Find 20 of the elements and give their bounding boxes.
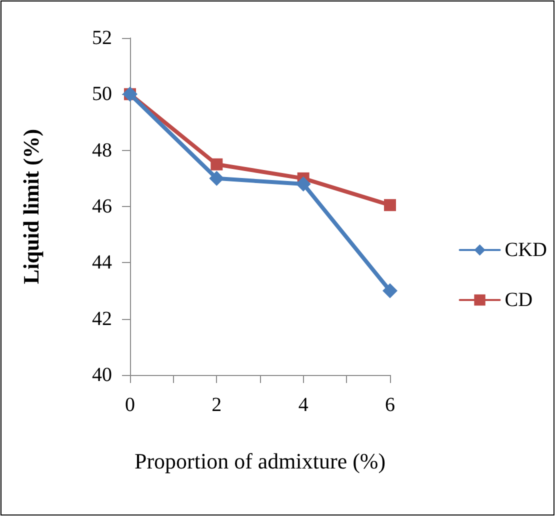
legend-label: CD — [504, 289, 533, 311]
point — [210, 158, 223, 170]
legend-label: CKD — [504, 239, 548, 261]
y-axis-title: Liquid limit (%) — [18, 128, 44, 284]
point — [296, 176, 311, 192]
x-tick-label: 6 — [385, 394, 395, 416]
y-tick-label: 42 — [92, 308, 112, 330]
y-tick-label: 46 — [92, 196, 112, 218]
y-tick-label: 40 — [92, 364, 112, 386]
point — [384, 199, 396, 212]
y-tick-label: 52 — [92, 27, 112, 49]
y-tick-label: 50 — [92, 83, 112, 106]
x-axis-title: Proportion of admixture (%) — [134, 448, 386, 474]
point — [382, 283, 398, 298]
x-tick-label: 0 — [125, 394, 135, 416]
y-tick-label: 48 — [92, 139, 112, 162]
x-tick-label: 2 — [212, 394, 222, 416]
point — [209, 170, 224, 186]
x-tick-label: 4 — [298, 394, 308, 416]
y-tick-label: 44 — [92, 252, 112, 274]
